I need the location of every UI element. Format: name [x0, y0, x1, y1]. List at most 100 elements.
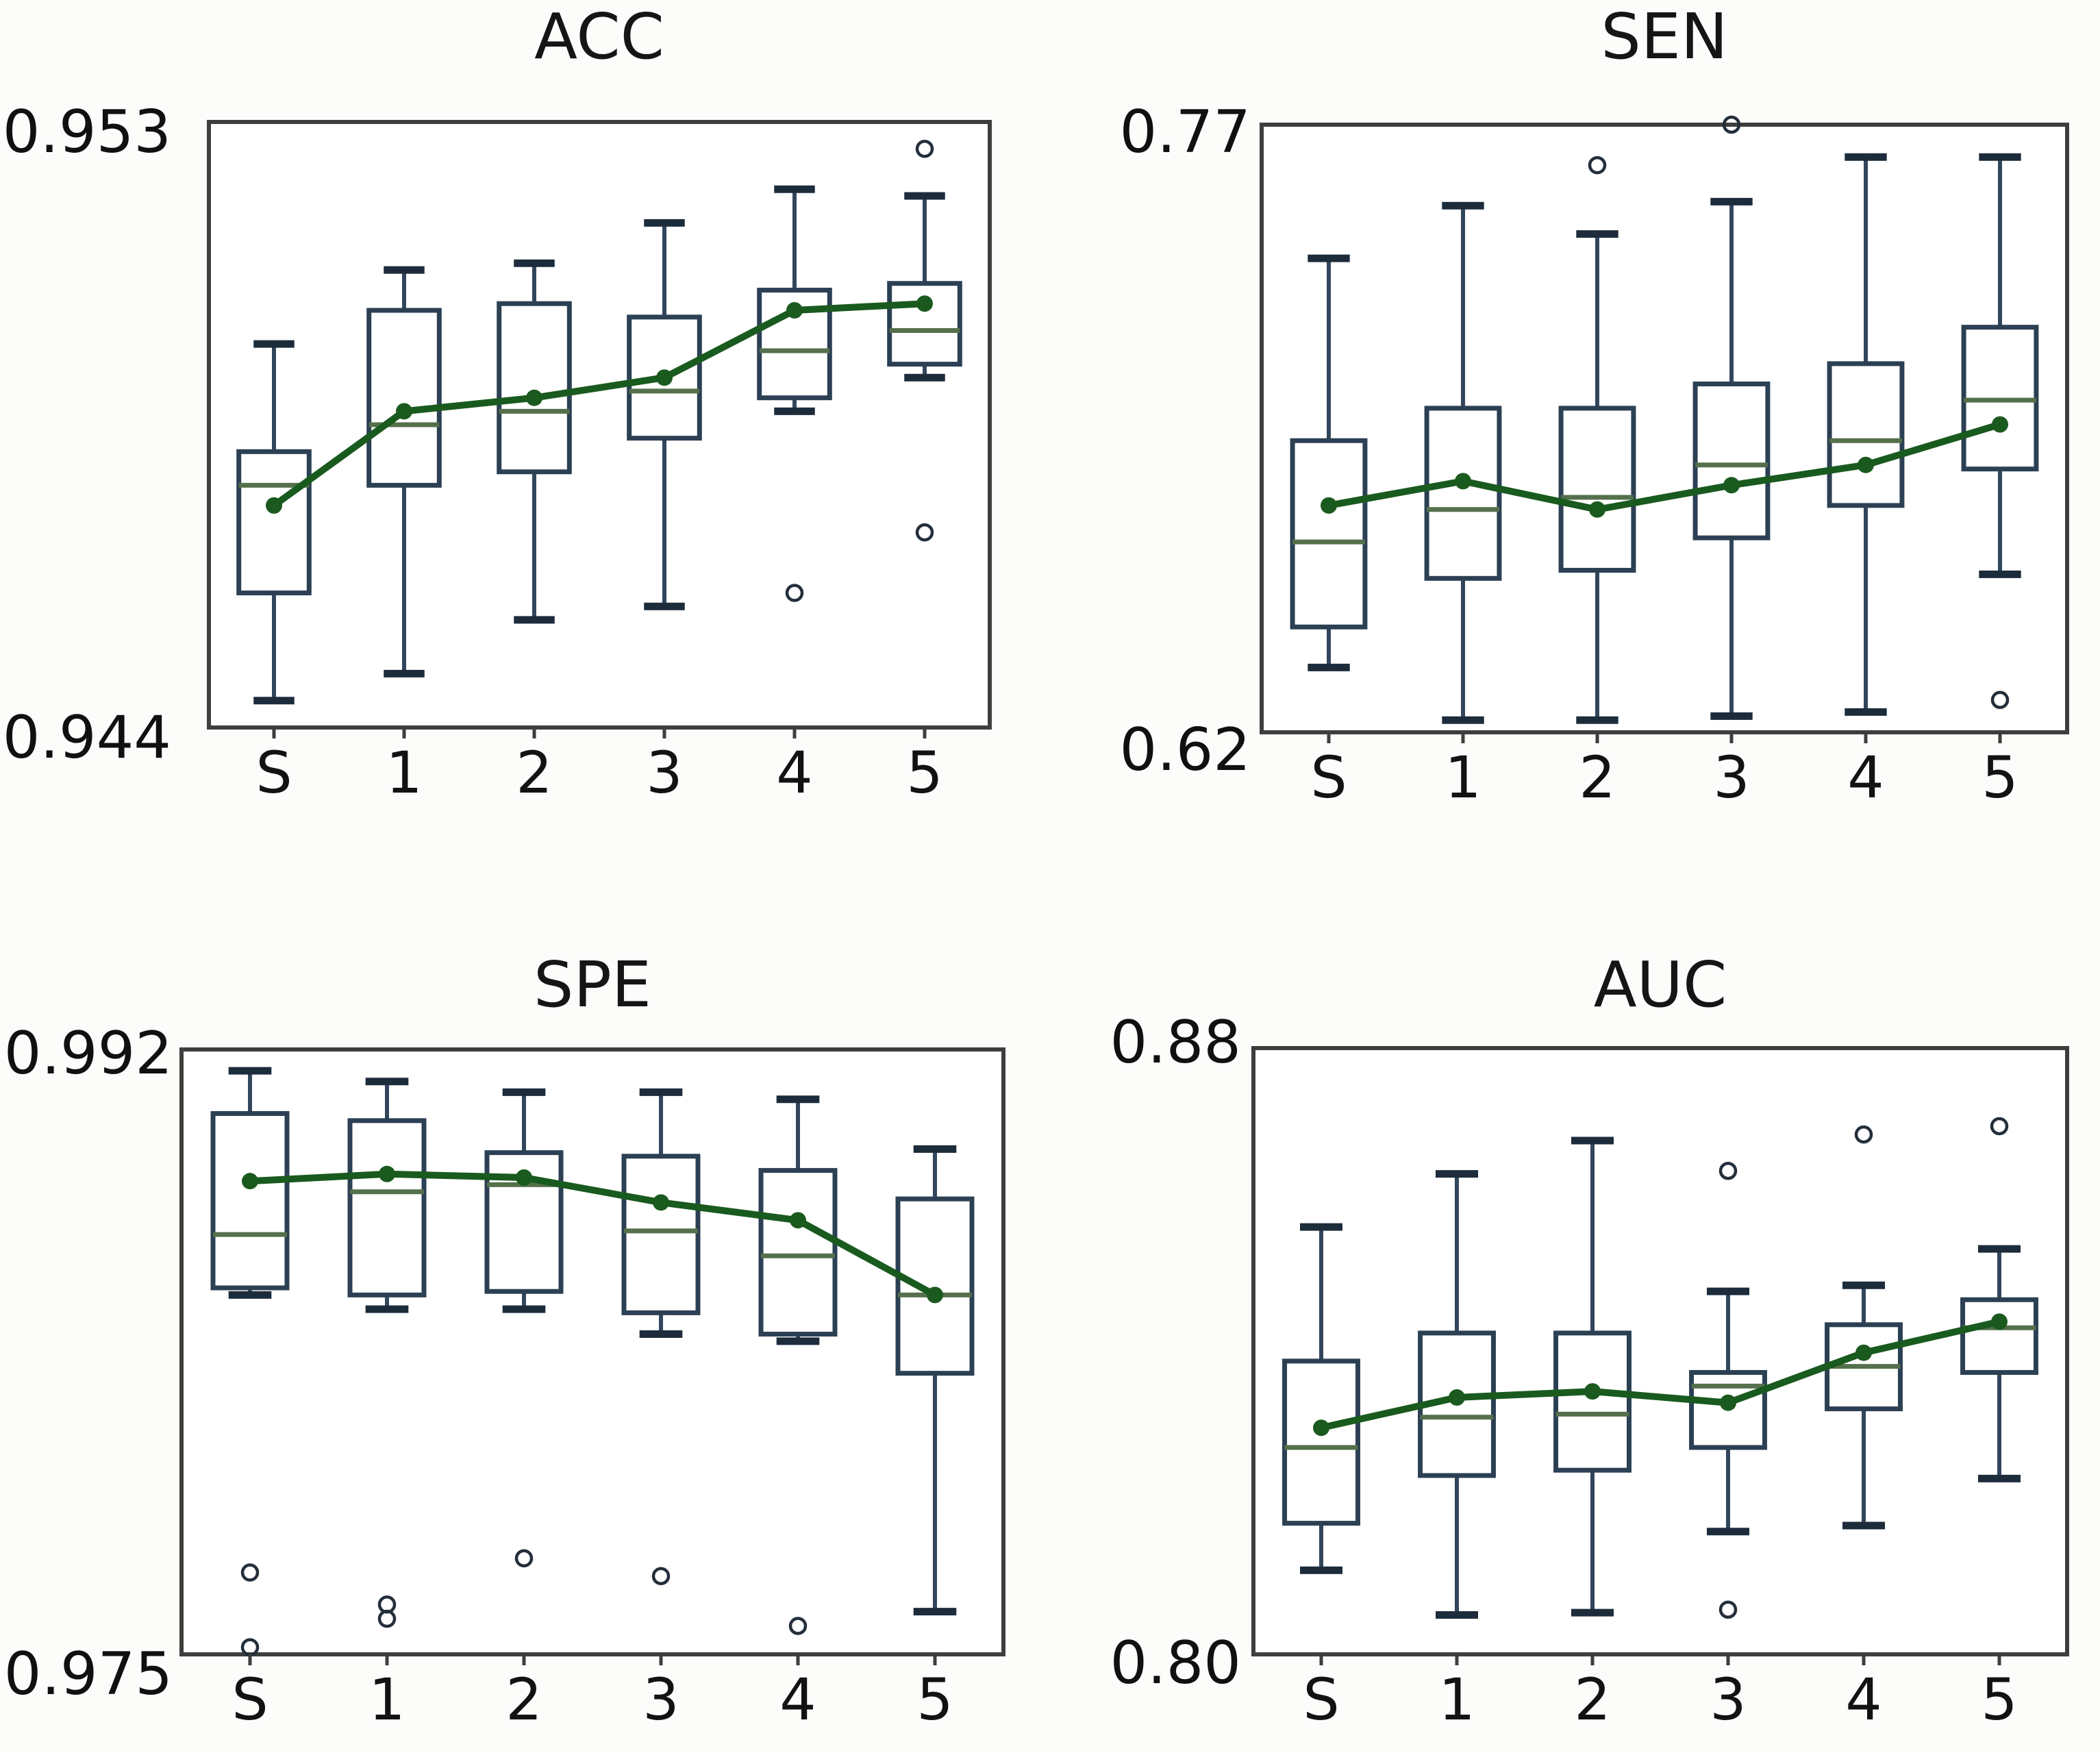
boxplot-canvas-sen: S 1 2 3 4 5 — [1260, 115, 2069, 811]
mean-marker — [1455, 473, 1471, 490]
y-axis-max-label-sen: 0.77 — [1119, 98, 1251, 166]
mean-marker — [656, 369, 673, 386]
mean-marker — [516, 1169, 532, 1186]
x-tick-label: S — [232, 1666, 268, 1733]
y-axis-min-label-spe: 0.975 — [3, 1640, 173, 1708]
x-tick-label: 1 — [386, 739, 422, 806]
mean-marker — [1720, 1394, 1736, 1411]
box-rect — [621, 1154, 701, 1315]
x-tick-label: 3 — [642, 1666, 679, 1733]
x-tick-label: 4 — [776, 739, 812, 806]
mean-marker — [266, 497, 282, 514]
y-axis-max-label-acc: 0.953 — [2, 98, 171, 166]
outlier-circle — [915, 523, 934, 542]
chart-title-sen: SEN — [1601, 0, 1728, 73]
mean-marker — [1723, 477, 1740, 494]
box-rect — [236, 449, 312, 596]
outlier-circle — [1718, 1600, 1738, 1619]
x-tick-label: 5 — [906, 739, 942, 806]
mean-line — [249, 1170, 937, 1298]
outlier-circle — [788, 1617, 808, 1635]
x-tick-label: 2 — [505, 1666, 542, 1733]
x-tick-label: S — [1303, 1666, 1339, 1733]
box-rect — [1960, 1297, 2038, 1375]
box-rect — [627, 314, 702, 441]
mean-marker — [526, 389, 542, 406]
boxplot-canvas-auc: S 1 2 3 4 5 — [1251, 1046, 2069, 1733]
x-tick-label: 5 — [1981, 1666, 2017, 1733]
outlier-circle — [1588, 156, 1607, 175]
mean-marker — [786, 302, 803, 319]
mean-marker — [1991, 1313, 2008, 1330]
mean-marker — [1449, 1389, 1465, 1406]
y-axis-min-label-sen: 0.62 — [1119, 716, 1251, 784]
box-rect — [1827, 361, 1905, 508]
outlier-circle — [1718, 1161, 1738, 1180]
mean-line — [1320, 1318, 2001, 1432]
x-tick-label: 2 — [1574, 1666, 1610, 1733]
x-tick-label: S — [255, 739, 292, 806]
x-tick-label: 4 — [779, 1666, 816, 1733]
x-tick-label: 2 — [1579, 744, 1615, 811]
mean-marker — [396, 403, 412, 420]
mean-marker — [916, 295, 933, 312]
y-axis-max-label-auc: 0.88 — [1110, 1008, 1241, 1077]
box-rect — [758, 1168, 838, 1337]
mean-marker — [1855, 1344, 1872, 1361]
mean-line — [272, 300, 925, 508]
box-rect — [497, 301, 572, 475]
mean-marker — [790, 1212, 806, 1229]
box-rect — [1424, 406, 1502, 581]
box-rect — [1290, 438, 1368, 630]
chart-title-acc: ACC — [534, 0, 664, 73]
y-axis-min-label-acc: 0.944 — [2, 704, 171, 772]
outlier-circle — [785, 584, 804, 602]
x-tick-label: 4 — [1845, 1666, 1882, 1733]
outlier-circle — [915, 140, 934, 158]
outlier-circle — [377, 1609, 397, 1628]
outlier-circle — [1990, 691, 2010, 709]
x-tick-label: 1 — [1445, 744, 1481, 811]
plot-border — [207, 120, 992, 730]
chart-title-auc: AUC — [1593, 948, 1727, 1021]
box-rect — [1558, 406, 1636, 573]
x-tick-label: 4 — [1847, 744, 1884, 811]
outlier-circle — [1990, 1117, 2009, 1136]
mean-marker — [1858, 456, 1874, 473]
box-rect — [347, 1118, 427, 1297]
plot-border — [1251, 1046, 2069, 1656]
box-rect — [895, 1196, 975, 1376]
outlier-circle — [514, 1549, 534, 1568]
mean-marker — [653, 1194, 669, 1211]
outlier-circle — [1722, 115, 1741, 134]
outlier-circle — [1854, 1125, 1873, 1144]
x-tick-label: 5 — [916, 1666, 953, 1733]
box-rect — [1553, 1330, 1632, 1473]
x-tick-label: 3 — [1713, 744, 1749, 811]
mean-marker — [1992, 416, 2008, 433]
x-tick-label: 5 — [1982, 744, 2018, 811]
mean-marker — [1584, 1383, 1601, 1400]
plot-border — [1260, 123, 2069, 734]
y-axis-min-label-auc: 0.80 — [1110, 1629, 1241, 1698]
x-tick-label: 3 — [646, 739, 682, 806]
chart-title-spe: SPE — [533, 948, 651, 1021]
box-rect — [1692, 381, 1771, 540]
boxplot-canvas-acc: S 1 2 3 4 5 — [207, 120, 992, 806]
mean-marker — [242, 1173, 258, 1190]
x-tick-label: S — [1310, 744, 1347, 811]
plot-border — [179, 1047, 1005, 1656]
x-tick-label: 3 — [1710, 1666, 1746, 1733]
mean-marker — [1313, 1419, 1329, 1437]
mean-line — [1328, 421, 2001, 513]
mean-marker — [379, 1165, 395, 1182]
box-rect — [366, 308, 442, 488]
box-rect — [1282, 1358, 1360, 1526]
mean-marker — [1589, 501, 1605, 518]
box-rect — [210, 1110, 290, 1291]
x-tick-label: 1 — [1438, 1666, 1475, 1733]
x-tick-label: 2 — [516, 739, 552, 806]
mean-marker — [1321, 497, 1337, 514]
boxplot-canvas-spe: S 1 2 3 4 5 — [179, 1047, 1005, 1733]
